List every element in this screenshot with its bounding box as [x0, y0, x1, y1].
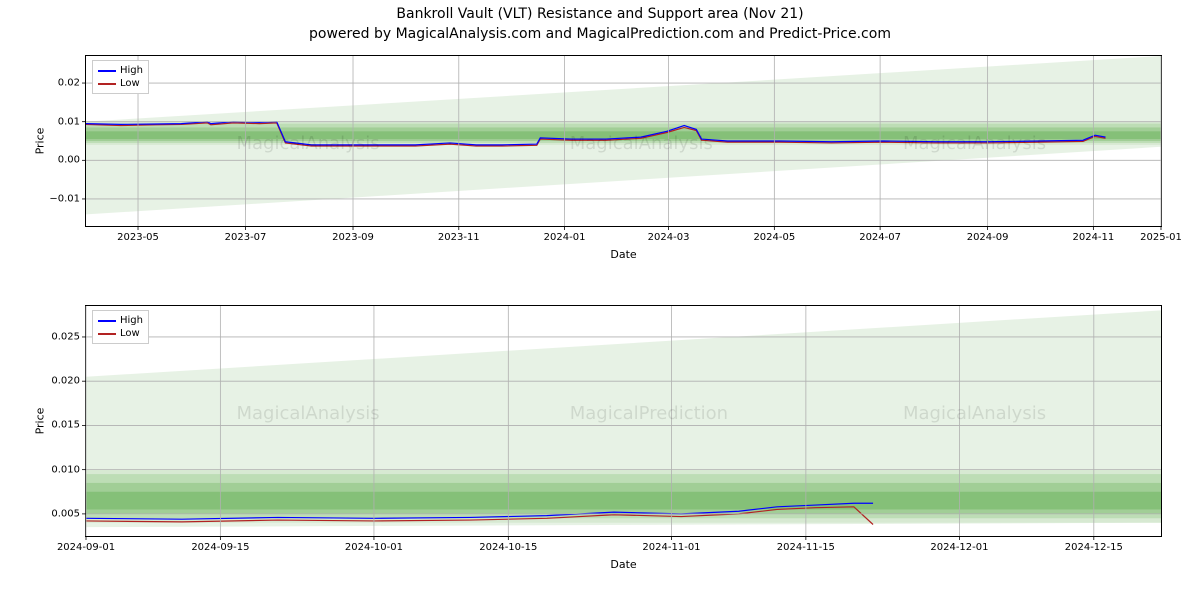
y-tick-label: 0.02 [58, 78, 80, 89]
legend-swatch-low [98, 83, 116, 85]
x-tick-label: 2023-05 [117, 232, 159, 243]
y-axis-label: Price [34, 408, 47, 435]
x-tick-label: 2024-01 [544, 232, 586, 243]
y-tick-label: −0.01 [49, 193, 80, 204]
y-tick-label: 0.00 [58, 155, 80, 166]
x-axis-label: Date [610, 558, 636, 571]
x-tick-label: 2024-09-15 [191, 542, 249, 553]
y-tick-label: 0.015 [51, 420, 80, 431]
x-tick-label: 2023-07 [225, 232, 267, 243]
x-tick-label: 2024-03 [648, 232, 690, 243]
legend-swatch-high [98, 70, 116, 72]
y-tick-label: 0.020 [51, 376, 80, 387]
legend-label: Low [120, 77, 140, 90]
legend-label: High [120, 64, 143, 77]
legend-item-low: Low [98, 327, 143, 340]
legend: High Low [92, 310, 149, 344]
x-tick-label: 2024-07 [859, 232, 901, 243]
x-tick-label: 2023-09 [332, 232, 374, 243]
y-tick-label: 0.01 [58, 116, 80, 127]
legend-swatch-high [98, 320, 116, 322]
y-tick-label: 0.025 [51, 331, 80, 342]
y-tick-label: 0.005 [51, 508, 80, 519]
x-tick-label: 2024-10-15 [479, 542, 537, 553]
x-tick-label: 2024-09-01 [57, 542, 115, 553]
legend-label: High [120, 314, 143, 327]
y-tick-label: 0.010 [51, 464, 80, 475]
x-tick-label: 2024-09 [967, 232, 1009, 243]
x-tick-label: 2024-12-01 [930, 542, 988, 553]
x-tick-label: 2024-12-15 [1065, 542, 1123, 553]
legend-swatch-low [98, 333, 116, 335]
chart-panel-overview: MagicalAnalysis MagicalAnalysis MagicalA… [85, 55, 1162, 227]
x-tick-label: 2024-11-15 [777, 542, 835, 553]
legend: High Low [92, 60, 149, 94]
x-tick-label: 2025-01 [1140, 232, 1182, 243]
y-axis-label: Price [34, 128, 47, 155]
x-tick-label: 2024-11-01 [642, 542, 700, 553]
chart-title: Bankroll Vault (VLT) Resistance and Supp… [0, 6, 1200, 22]
x-tick-label: 2024-10-01 [345, 542, 403, 553]
legend-label: Low [120, 327, 140, 340]
x-tick-label: 2024-11 [1072, 232, 1114, 243]
x-tick-label: 2024-05 [753, 232, 795, 243]
legend-item-low: Low [98, 77, 143, 90]
x-axis-label: Date [610, 248, 636, 261]
legend-item-high: High [98, 64, 143, 77]
chart-panel-zoom: MagicalAnalysis MagicalPrediction Magica… [85, 305, 1162, 537]
legend-item-high: High [98, 314, 143, 327]
x-tick-label: 2023-11 [438, 232, 480, 243]
chart-subtitle: powered by MagicalAnalysis.com and Magic… [0, 26, 1200, 42]
